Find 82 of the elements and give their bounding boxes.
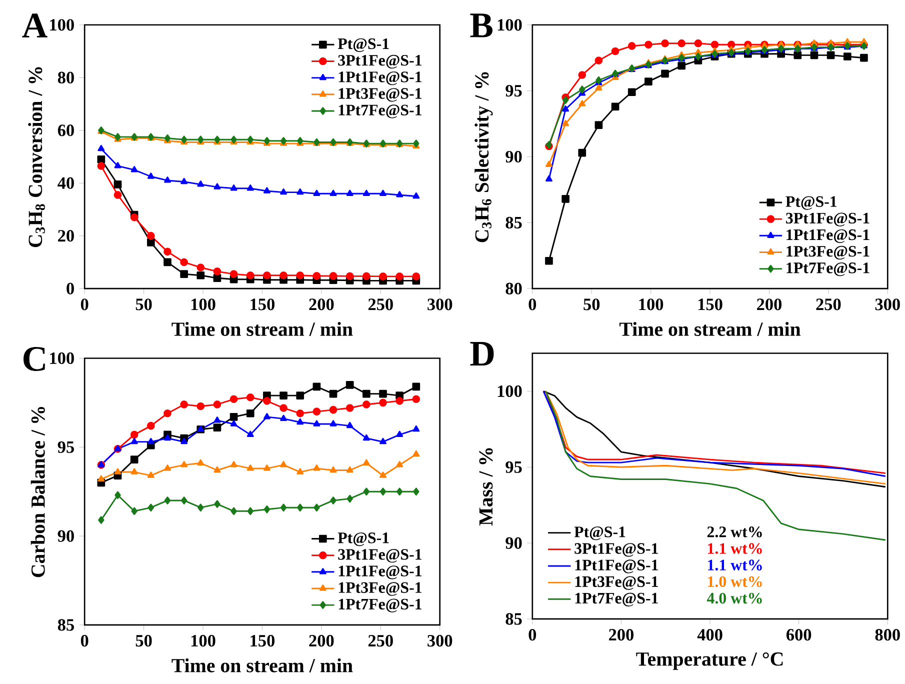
- x-tick-label: 200: [309, 635, 334, 647]
- legend-label: 1Pt1Fe@S-1: [338, 566, 422, 580]
- legend-label: 1Pt1Fe@S-1: [786, 230, 870, 244]
- legend-label: 3Pt1Fe@S-1: [574, 543, 658, 557]
- x-tick-label: 200: [309, 298, 334, 310]
- x-tick-label: 100: [639, 298, 664, 310]
- y-tick-label: 80: [58, 72, 74, 84]
- x-tick-label: 400: [697, 629, 722, 641]
- x-tick-label: 200: [757, 298, 782, 310]
- x-tick-label: 250: [368, 298, 393, 310]
- y-tick-label: 90: [58, 530, 74, 542]
- chart-title: C: [24, 347, 45, 372]
- x-tick-label: 800: [875, 629, 900, 641]
- y-axis-title: Mass / %: [479, 448, 493, 526]
- legend-label: 1Pt7Fe@S-1: [786, 262, 870, 276]
- y-tick-label: 0: [66, 282, 74, 295]
- y-tick-label: 95: [506, 462, 522, 474]
- x-axis-title: Time on stream / min: [619, 322, 801, 336]
- y-tick-label: 100: [498, 19, 522, 31]
- y-tick-label: 60: [58, 124, 74, 136]
- legend-label: Pt@S-1: [338, 532, 389, 546]
- x-tick-label: 600: [786, 629, 812, 641]
- y-tick-label: 90: [506, 151, 522, 163]
- x-tick-label: 150: [698, 298, 722, 310]
- x-axis-title: Temperature / °C: [636, 652, 783, 670]
- chart-title: A: [22, 14, 48, 38]
- y-tick-label: 95: [58, 442, 74, 454]
- legend-label: 1Pt7Fe@S-1: [338, 104, 422, 118]
- x-tick-label: 0: [80, 635, 88, 647]
- x-tick-label: 0: [528, 298, 536, 310]
- y-axis-title: C$_{3}$H$_{8}$ Conversion / %: [28, 67, 45, 248]
- legend-label: 3Pt1Fe@S-1: [786, 212, 870, 227]
- x-tick-label: 300: [875, 298, 900, 310]
- legend-label: 3Pt1Fe@S-1: [338, 55, 422, 69]
- x-tick-label: 100: [191, 635, 216, 647]
- legend-label: Pt@S-1: [574, 526, 626, 540]
- y-tick-label: 100: [50, 352, 74, 364]
- x-axis-title: Time on stream / min: [172, 658, 353, 672]
- y-axis-title: C$_{3}$H$_{6}$ Selectivity / %: [474, 72, 493, 242]
- annotation: 1.1 wt%: [708, 543, 762, 554]
- legend-label: Pt@S-1: [786, 196, 837, 210]
- x-tick-label: 200: [609, 629, 634, 641]
- x-axis-title: Time on stream / min: [172, 322, 353, 336]
- annotation: 4.0 wt%: [706, 593, 762, 604]
- x-tick-label: 250: [368, 635, 393, 647]
- legend-label: 1Pt1Fe@S-1: [338, 72, 422, 86]
- legend-label: 1Pt3Fe@S-1: [786, 246, 870, 260]
- y-tick-label: 80: [506, 282, 522, 295]
- legend-label: Pt@S-1: [338, 38, 389, 52]
- x-tick-label: 300: [428, 298, 452, 310]
- chart-title: D: [470, 342, 494, 366]
- x-tick-label: 0: [528, 629, 536, 641]
- x-tick-label: 150: [250, 635, 274, 647]
- annotation: 1.0 wt%: [708, 576, 762, 588]
- legend-label: 1Pt7Fe@S-1: [575, 592, 658, 607]
- annotation: 1.1 wt%: [708, 560, 762, 571]
- legend-label: 1Pt7Fe@S-1: [338, 598, 422, 613]
- x-tick-label: 100: [191, 298, 216, 310]
- legend-label: 3Pt1Fe@S-1: [338, 549, 422, 563]
- x-tick-label: 50: [136, 635, 152, 647]
- x-tick-label: 0: [80, 298, 88, 310]
- y-tick-label: 85: [506, 217, 522, 229]
- y-tick-label: 100: [498, 386, 522, 398]
- y-tick-label: 20: [58, 230, 74, 242]
- y-tick-label: 85: [58, 619, 74, 631]
- legend-label: 1Pt3Fe@S-1: [575, 576, 658, 590]
- x-tick-label: 150: [250, 298, 274, 310]
- chart-title: B: [470, 14, 492, 38]
- annotation: 2.2 wt%: [707, 526, 762, 538]
- legend-label: 1Pt3Fe@S-1: [338, 582, 422, 596]
- y-tick-label: 100: [50, 19, 74, 31]
- y-tick-label: 90: [506, 537, 522, 550]
- x-tick-label: 50: [136, 298, 152, 310]
- x-tick-label: 300: [428, 635, 452, 647]
- x-tick-label: 250: [816, 298, 841, 310]
- y-tick-label: 40: [58, 177, 74, 190]
- y-tick-label: 95: [506, 85, 522, 97]
- y-axis-title: Carbon Balance / %: [30, 407, 45, 578]
- legend-label: 1Pt3Fe@S-1: [338, 88, 422, 102]
- legend-label: 1Pt1Fe@S-1: [575, 560, 658, 574]
- y-tick-label: 85: [506, 613, 522, 625]
- x-tick-label: 50: [584, 298, 600, 310]
